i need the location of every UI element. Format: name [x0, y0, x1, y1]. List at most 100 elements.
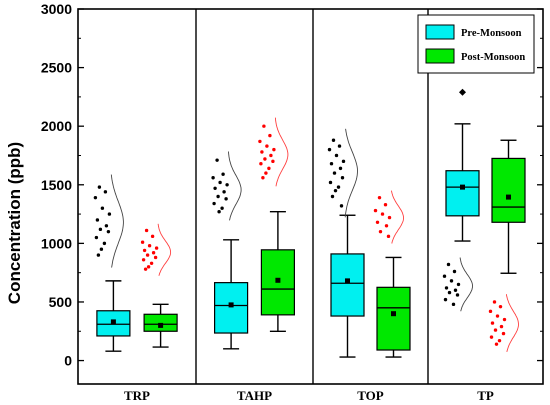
data-point	[221, 172, 225, 176]
legend-label: Pre-Monsoon	[461, 28, 522, 39]
data-point	[145, 253, 150, 257]
y-tick-label: 2000	[41, 118, 72, 134]
data-point	[213, 186, 217, 190]
x-axis-category-labels: TRP TAHP TOP TP	[124, 388, 494, 403]
data-point	[140, 240, 145, 244]
mean-marker	[158, 322, 164, 328]
distribution-curve	[390, 190, 404, 244]
y-tick-label: 2500	[41, 60, 72, 76]
data-point	[334, 153, 339, 158]
data-point	[332, 171, 337, 175]
data-point	[265, 144, 269, 148]
data-point	[329, 161, 334, 166]
distribution-curve	[505, 294, 519, 353]
data-point	[327, 147, 332, 152]
data-point	[269, 153, 273, 158]
data-point	[455, 293, 460, 297]
data-point	[387, 215, 392, 220]
y-tick-label: 0	[64, 353, 72, 369]
data-point	[340, 176, 345, 180]
distribution-curve	[344, 128, 358, 218]
box	[376, 286, 411, 351]
legend-label: Post-Monsoon	[461, 52, 525, 63]
y-tick-label: 3000	[41, 1, 72, 17]
data-point	[261, 176, 265, 180]
data-point	[488, 309, 493, 314]
box	[330, 253, 365, 317]
data-point	[386, 234, 391, 239]
data-point	[492, 300, 497, 304]
data-point	[143, 267, 148, 271]
data-point	[150, 234, 155, 239]
plot-frame	[77, 8, 544, 385]
data-point	[456, 282, 461, 287]
data-point	[336, 185, 341, 189]
data-point	[497, 338, 502, 343]
data-point	[95, 218, 100, 222]
data-point	[142, 248, 147, 253]
data-point	[442, 274, 447, 278]
data-point	[212, 201, 216, 206]
data-point	[494, 342, 499, 346]
data-point	[341, 159, 346, 164]
data-point	[141, 258, 146, 262]
legend-swatch	[425, 24, 455, 40]
distribution-curve	[110, 174, 124, 268]
mean-marker	[110, 319, 116, 325]
data-point	[331, 138, 336, 142]
data-point	[272, 147, 276, 152]
data-point	[502, 317, 507, 322]
legend-box	[417, 14, 535, 74]
series-post-monsoon	[140, 117, 526, 358]
category-label: TRP	[124, 388, 150, 403]
data-point	[104, 224, 109, 228]
box	[491, 157, 526, 223]
data-point	[493, 328, 498, 332]
box	[445, 170, 480, 217]
data-point	[373, 208, 378, 213]
data-point	[380, 212, 385, 216]
data-point	[264, 171, 268, 175]
data-point	[333, 188, 338, 193]
data-point	[263, 157, 267, 161]
data-point	[93, 195, 98, 200]
data-point	[225, 183, 229, 187]
data-point	[94, 235, 99, 240]
data-point	[330, 194, 335, 199]
y-tick-label: 1500	[41, 177, 72, 193]
data-point	[106, 229, 111, 234]
data-point	[451, 302, 456, 307]
data-point	[153, 255, 158, 260]
data-point	[215, 158, 219, 162]
data-point	[453, 288, 458, 292]
legend-swatch	[425, 48, 455, 64]
box	[214, 282, 249, 334]
category-label: TAHP	[237, 388, 272, 403]
data-point	[220, 206, 224, 210]
data-point	[443, 297, 448, 302]
data-point	[452, 269, 457, 274]
data-point	[378, 229, 383, 234]
data-point	[262, 124, 266, 128]
data-point	[222, 190, 226, 194]
data-point	[449, 279, 454, 283]
data-point	[375, 220, 380, 224]
data-point	[495, 314, 500, 318]
mean-marker	[228, 302, 234, 308]
data-point	[211, 176, 215, 180]
data-point	[97, 185, 102, 189]
data-point	[151, 251, 156, 255]
data-point	[100, 206, 105, 210]
mean-marker	[275, 277, 281, 283]
chart-marks	[93, 88, 526, 358]
data-point	[501, 331, 506, 336]
mean-marker	[391, 311, 396, 317]
mean-marker	[506, 194, 511, 200]
data-point	[258, 139, 262, 144]
data-point	[146, 265, 151, 269]
data-point	[268, 133, 272, 138]
data-point	[260, 150, 264, 154]
data-point	[498, 304, 503, 309]
